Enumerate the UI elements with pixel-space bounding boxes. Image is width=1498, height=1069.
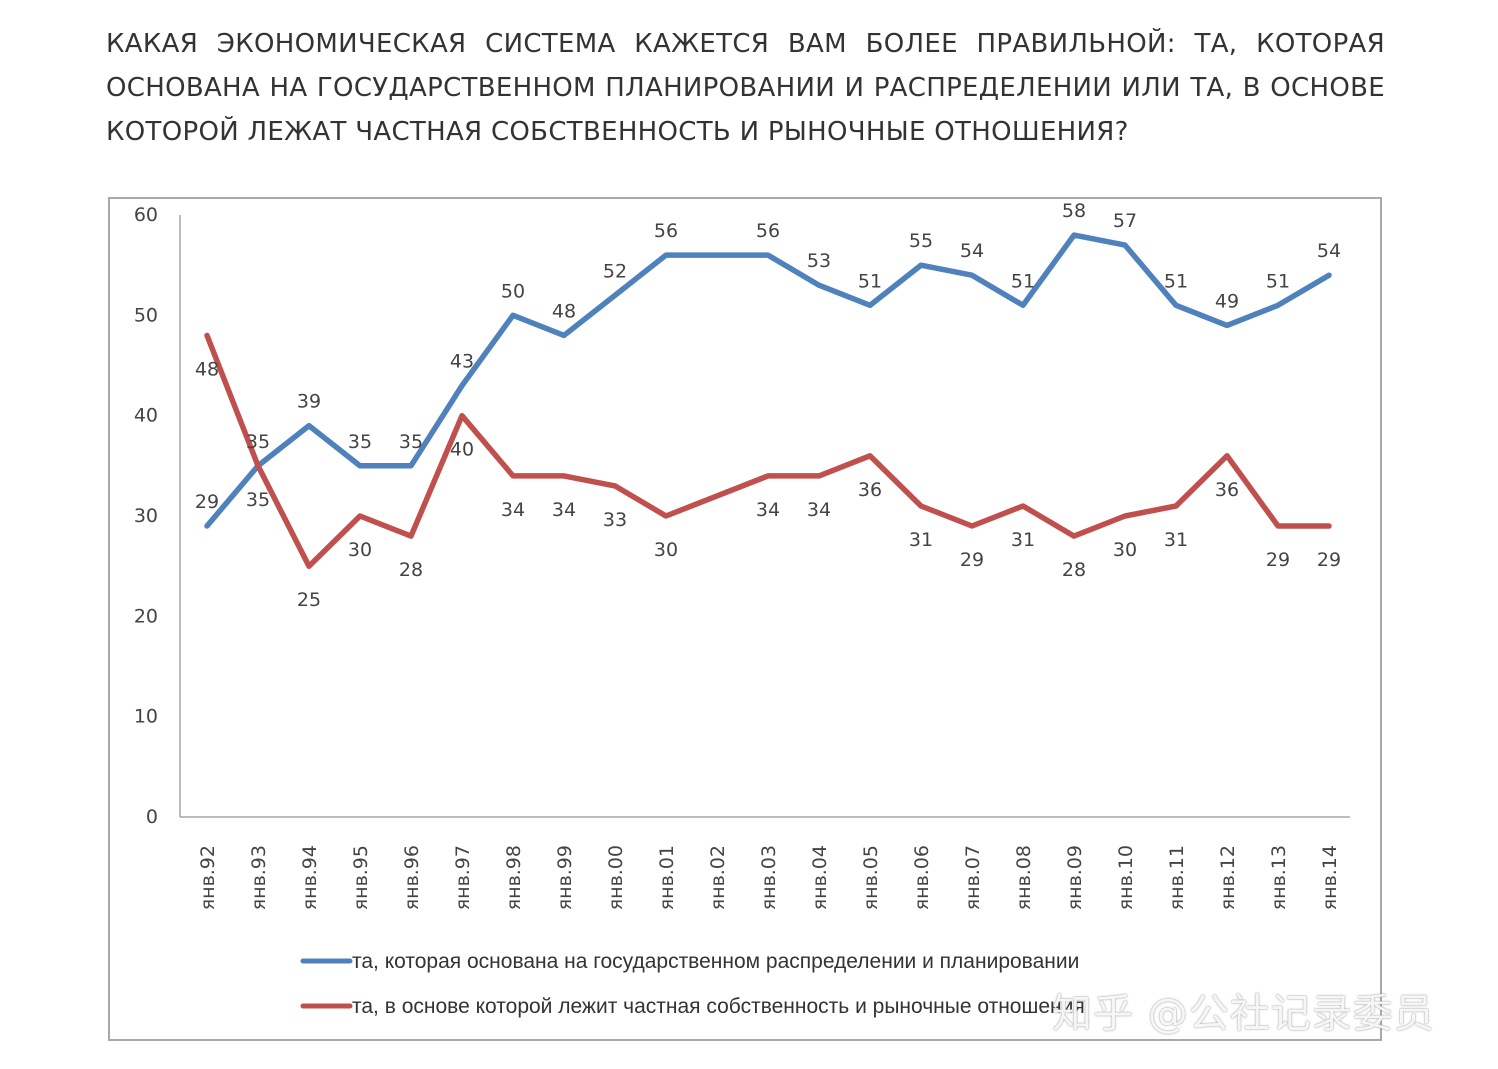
data-label: 35 bbox=[348, 431, 372, 453]
x-tick-label: янв.05 bbox=[860, 845, 882, 910]
data-label: 28 bbox=[399, 559, 423, 581]
data-label: 51 bbox=[1266, 270, 1290, 292]
data-label: 31 bbox=[1011, 529, 1035, 551]
data-labels: 29 35 39 35 35 43 50 48 52 56 56 53 51 55 54 51 58 57 51 49… bbox=[195, 200, 1341, 611]
x-tick-label: янв.92 bbox=[197, 845, 219, 910]
x-tick-label: янв.06 bbox=[911, 845, 933, 910]
data-label: 35 bbox=[399, 431, 423, 453]
data-label: 31 bbox=[1164, 529, 1188, 551]
data-label: 29 bbox=[195, 491, 219, 513]
series-line-1 bbox=[204, 232, 1332, 529]
y-tick-label: 60 bbox=[134, 204, 158, 226]
y-tick-label: 10 bbox=[134, 706, 158, 728]
data-label: 56 bbox=[756, 220, 780, 242]
y-tick-label: 30 bbox=[134, 505, 158, 527]
x-tick-label: янв.11 bbox=[1166, 845, 1188, 910]
x-tick-label: янв.97 bbox=[452, 845, 474, 910]
data-label: 52 bbox=[603, 260, 627, 282]
chart-frame: 0 10 20 30 40 50 60 янв.92 янв.93 янв.94 янв.95 ян… bbox=[108, 197, 1382, 1041]
data-label: 35 bbox=[246, 431, 270, 453]
x-tick-label: янв.13 bbox=[1268, 845, 1290, 910]
chart-question-title: КАКАЯ ЭКОНОМИЧЕСКАЯ СИСТЕМА КАЖЕТСЯ ВАМ … bbox=[106, 29, 1385, 147]
x-tick-label: янв.14 bbox=[1319, 845, 1341, 910]
series-line-2 bbox=[204, 332, 1332, 569]
data-label: 39 bbox=[297, 391, 321, 413]
data-label: 43 bbox=[450, 351, 474, 373]
x-tick-label: янв.02 bbox=[707, 845, 729, 910]
data-label: 51 bbox=[1164, 270, 1188, 292]
data-label: 56 bbox=[654, 220, 678, 242]
x-tick-label: янв.07 bbox=[962, 845, 984, 910]
data-label: 48 bbox=[552, 300, 576, 322]
legend-label: та, которая основана на государственном … bbox=[352, 950, 1079, 973]
data-label: 34 bbox=[501, 499, 525, 521]
data-label: 29 bbox=[960, 549, 984, 571]
y-tick-label: 40 bbox=[134, 405, 158, 427]
x-tick-label: янв.12 bbox=[1217, 845, 1239, 910]
data-label: 34 bbox=[552, 499, 576, 521]
data-label: 55 bbox=[909, 230, 933, 252]
data-label: 54 bbox=[960, 240, 984, 262]
y-tick-label: 0 bbox=[146, 806, 158, 828]
data-label: 54 bbox=[1317, 240, 1341, 262]
data-label: 36 bbox=[1215, 479, 1239, 501]
data-label: 28 bbox=[1062, 559, 1086, 581]
x-tick-label: янв.95 bbox=[350, 845, 372, 910]
y-axis-ticks: 0 10 20 30 40 50 60 bbox=[134, 204, 158, 828]
watermark: 知乎 @公社记录委员 bbox=[1052, 991, 1435, 1037]
data-label: 29 bbox=[1317, 549, 1341, 571]
data-label: 58 bbox=[1062, 200, 1086, 222]
x-tick-label: янв.98 bbox=[503, 845, 525, 910]
data-label: 34 bbox=[756, 499, 780, 521]
x-tick-label: янв.03 bbox=[758, 845, 780, 910]
x-tick-label: янв.04 bbox=[809, 845, 831, 910]
x-tick-label: янв.94 bbox=[299, 845, 321, 910]
data-label: 35 bbox=[246, 489, 270, 511]
series-lines bbox=[204, 232, 1332, 569]
data-label: 53 bbox=[807, 250, 831, 272]
axes bbox=[179, 215, 1350, 818]
data-label: 30 bbox=[1113, 539, 1137, 561]
x-tick-label: янв.96 bbox=[401, 845, 423, 910]
y-tick-label: 50 bbox=[134, 304, 158, 326]
x-tick-label: янв.00 bbox=[605, 845, 627, 910]
x-tick-label: янв.99 bbox=[554, 845, 576, 910]
data-label: 50 bbox=[501, 280, 525, 302]
data-label: 33 bbox=[603, 509, 627, 531]
x-tick-label: янв.09 bbox=[1064, 845, 1086, 910]
data-label: 25 bbox=[297, 589, 321, 611]
data-label: 48 bbox=[195, 358, 219, 380]
data-label: 31 bbox=[909, 529, 933, 551]
x-axis-ticks: янв.92 янв.93 янв.94 янв.95 янв.96 янв.97 янв.… bbox=[197, 845, 1341, 910]
x-tick-label: янв.01 bbox=[656, 845, 678, 910]
x-tick-label: янв.93 bbox=[248, 845, 270, 910]
data-label: 51 bbox=[1011, 270, 1035, 292]
data-label: 30 bbox=[348, 539, 372, 561]
data-label: 49 bbox=[1215, 290, 1239, 312]
data-label: 51 bbox=[858, 270, 882, 292]
y-tick-label: 20 bbox=[134, 605, 158, 627]
data-label: 29 bbox=[1266, 549, 1290, 571]
legend: та, которая основана на государственном … bbox=[300, 950, 1085, 1018]
legend-label: та, в основе которой лежит частная собст… bbox=[352, 995, 1085, 1018]
x-tick-label: янв.08 bbox=[1013, 845, 1035, 910]
x-tick-label: янв.10 bbox=[1115, 845, 1137, 910]
data-label: 30 bbox=[654, 539, 678, 561]
data-label: 36 bbox=[858, 479, 882, 501]
data-label: 40 bbox=[450, 439, 474, 461]
data-label: 34 bbox=[807, 499, 831, 521]
data-label: 57 bbox=[1113, 210, 1137, 232]
